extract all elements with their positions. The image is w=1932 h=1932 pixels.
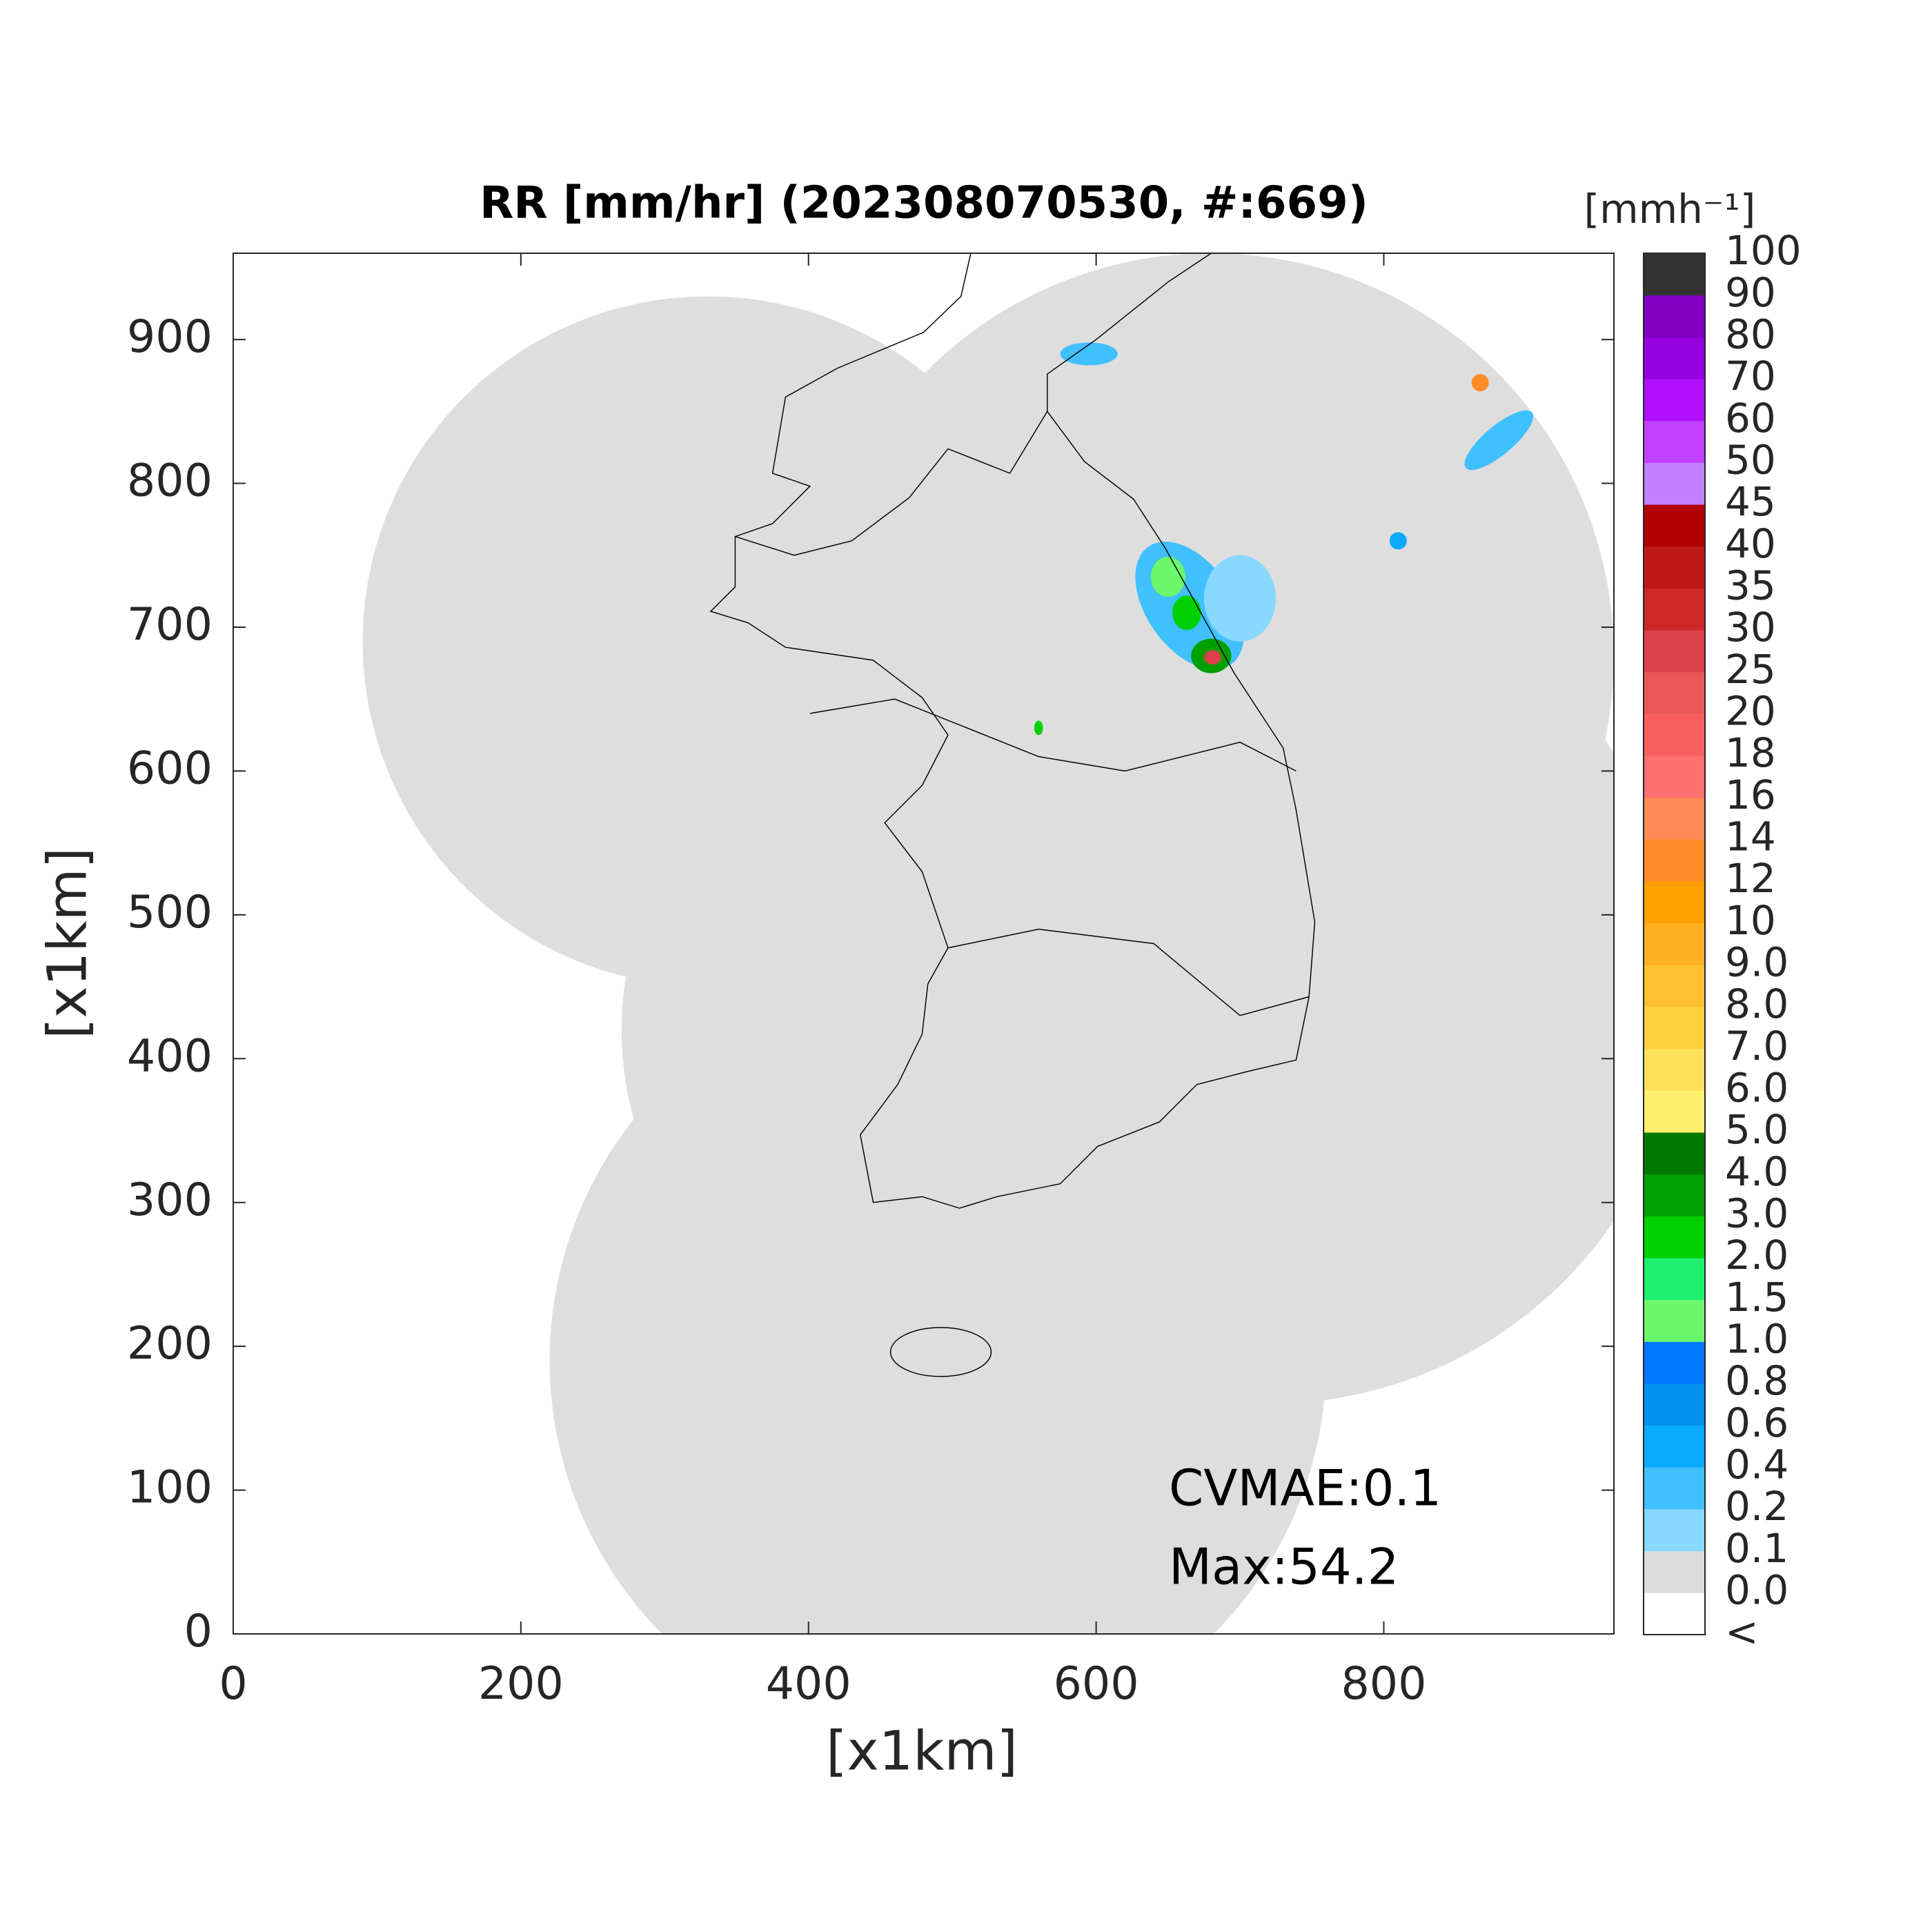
colorbar-tick-label: 0.6 [1725, 1399, 1788, 1446]
colorbar-segment [1644, 1509, 1705, 1552]
coastline [709, 253, 1316, 1377]
colorbar-tick-label: 100 [1725, 227, 1802, 274]
colorbar-tick-label: 2.0 [1725, 1232, 1788, 1279]
colorbar-segment [1644, 1090, 1705, 1133]
colorbar-segment [1644, 1341, 1705, 1384]
colorbar-tick-label: 3.0 [1725, 1190, 1788, 1236]
colorbar-tick-label: 7.0 [1725, 1023, 1788, 1070]
colorbar-tick-label: 0.8 [1725, 1357, 1788, 1404]
colorbar-segment [1644, 1174, 1705, 1216]
y-tick-label: 800 [127, 455, 213, 507]
colorbar-tick-label: 80 [1725, 310, 1776, 357]
x-tick-label: 0 [219, 1658, 247, 1710]
colorbar-tick-label: 8.0 [1725, 980, 1788, 1027]
colorbar-label: [mmh⁻¹] [1584, 186, 1756, 233]
colorbar-tick-label: 16 [1725, 771, 1776, 818]
colorbar-tick-label: 14 [1725, 813, 1776, 860]
colorbar-segment [1644, 1425, 1705, 1468]
colorbar-tick-label: 0.0 [1725, 1566, 1788, 1613]
map-area [362, 253, 1614, 1634]
colorbar-segment [1644, 1048, 1705, 1091]
colorbar-tick-label: 12 [1725, 855, 1776, 902]
y-tick-label: 600 [127, 742, 213, 794]
colorbar-segment [1644, 1299, 1705, 1342]
colorbar-tick-label: < [1725, 1608, 1759, 1655]
colorbar-tick-label: 1.0 [1725, 1315, 1788, 1362]
colorbar-segment [1644, 630, 1705, 673]
colorbar-segment [1644, 1258, 1705, 1301]
colorbar-tick-label: 18 [1725, 729, 1776, 776]
colorbar-segment [1644, 546, 1705, 589]
colorbar-segment [1644, 504, 1705, 547]
colorbar-segment [1644, 881, 1705, 924]
axes-box [233, 253, 1615, 1635]
colorbar-frame [1643, 253, 1706, 1635]
rain-echoes [1034, 342, 1534, 736]
colorbar-tick-label: 90 [1725, 269, 1776, 316]
colorbar-segment [1644, 337, 1705, 379]
colorbar-segment [1644, 756, 1705, 798]
colorbar-segment [1644, 379, 1705, 422]
radar-coverage [362, 253, 1614, 1634]
x-tick-label: 800 [1341, 1658, 1426, 1710]
x-tick-label: 200 [478, 1658, 564, 1710]
colorbar-tick-label: 35 [1725, 562, 1776, 609]
colorbar-tick-label: 40 [1725, 520, 1776, 567]
title: RR [mm/hr] (202308070530, #:669) [480, 178, 1368, 229]
colorbar-segment [1644, 797, 1705, 840]
colorbar-tick-label: 50 [1725, 436, 1776, 483]
colorbar-segment [1644, 462, 1705, 505]
colorbar-segment [1644, 1467, 1705, 1510]
y-axis-label: [x1km] [37, 847, 99, 1039]
annotation: Max:54.2 [1169, 1538, 1399, 1596]
colorbar-segment [1644, 1593, 1705, 1635]
colorbar-tick-label: 25 [1725, 646, 1776, 693]
colorbar-segment [1644, 1007, 1705, 1049]
colorbar-segment [1644, 965, 1705, 1007]
colorbar-segment [1644, 1550, 1705, 1593]
colorbar-tick-label: 0.1 [1725, 1525, 1788, 1572]
y-tick-label: 500 [127, 887, 213, 938]
colorbar-tick-label: 4.0 [1725, 1148, 1788, 1195]
y-tick-label: 200 [127, 1318, 213, 1370]
colorbar-segment [1644, 295, 1705, 337]
x-tick-label: 400 [766, 1658, 851, 1710]
colorbar-segment [1644, 420, 1705, 463]
y-tick-label: 300 [127, 1174, 213, 1226]
y-tick-label: 900 [127, 311, 213, 363]
colorbar-segment [1644, 1383, 1705, 1426]
colorbar-segment [1644, 923, 1705, 965]
colorbar-tick-label: 60 [1725, 395, 1776, 442]
y-tick-label: 100 [127, 1462, 213, 1514]
colorbar-segment [1644, 839, 1705, 882]
colorbar-tick-label: 6.0 [1725, 1064, 1788, 1111]
colorbar-tick-label: 45 [1725, 478, 1776, 525]
y-tick-label: 400 [127, 1030, 213, 1082]
colorbar-tick-label: 10 [1725, 897, 1776, 944]
colorbar-tick-label: 0.2 [1725, 1483, 1788, 1530]
y-tick-label: 0 [184, 1606, 213, 1657]
colorbar-segment [1644, 713, 1705, 756]
colorbar-segment [1644, 253, 1705, 296]
annotation: CVMAE:0.1 [1169, 1459, 1441, 1517]
colorbar-segment [1644, 1216, 1705, 1259]
colorbar-segment [1644, 671, 1705, 714]
y-tick-label: 700 [127, 599, 213, 651]
map [362, 253, 1614, 1634]
colorbar-tick-label: 9.0 [1725, 938, 1788, 985]
colorbar-tick-label: 1.5 [1725, 1274, 1788, 1321]
x-tick-label: 600 [1054, 1658, 1139, 1710]
colorbar-tick-label: 0.4 [1725, 1441, 1788, 1488]
colorbar-tick-label: 70 [1725, 353, 1776, 400]
colorbar-tick-label: 5.0 [1725, 1106, 1788, 1153]
colorbar-tick-label: 20 [1725, 687, 1776, 734]
colorbar-segment [1644, 588, 1705, 631]
colorbar-segment [1644, 1132, 1705, 1175]
colorbar-tick-label: 30 [1725, 604, 1776, 651]
x-axis-label: [x1km] [826, 1720, 1018, 1782]
